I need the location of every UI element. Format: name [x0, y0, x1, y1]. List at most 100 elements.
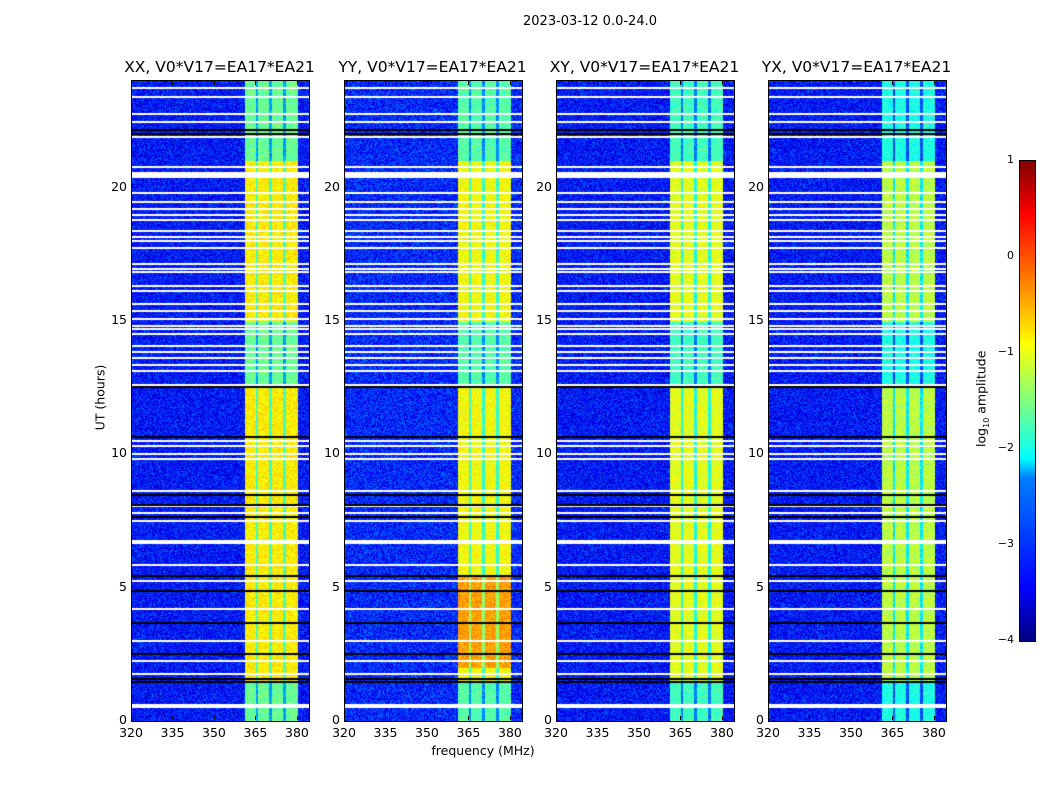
- y-axis-label: UT (hours): [92, 364, 108, 431]
- x-tick-mark: [933, 81, 935, 85]
- y-tick-label: 0: [544, 712, 552, 727]
- x-tick-mark: [213, 716, 215, 720]
- x-tick-mark: [768, 81, 769, 85]
- y-tick-label: 15: [324, 312, 340, 327]
- x-tick-mark: [385, 81, 387, 85]
- x-tick-mark: [809, 81, 811, 85]
- y-tick-label: 15: [748, 312, 764, 327]
- x-tick-mark: [892, 81, 894, 85]
- x-tick-mark: [721, 81, 723, 85]
- spectrogram-panel: [556, 80, 735, 722]
- x-tick-mark: [638, 716, 640, 720]
- spectrogram-panel: [768, 80, 947, 722]
- colorbar-tick-label: −1: [997, 345, 1014, 358]
- x-tick-mark: [172, 81, 174, 85]
- x-tick-mark: [556, 716, 557, 720]
- x-tick-mark: [426, 716, 428, 720]
- x-tick-label: 365: [456, 725, 481, 740]
- x-tick-mark: [344, 81, 345, 85]
- heatmap-canvas: [132, 81, 309, 721]
- colorbar-tick-label: −3: [997, 537, 1014, 550]
- y-tick-label: 0: [756, 712, 764, 727]
- panel-title: XY, V0*V17=EA17*EA21: [549, 58, 740, 76]
- x-tick-label: 320: [332, 725, 356, 740]
- x-tick-label: 335: [797, 725, 822, 740]
- x-tick-label: 380: [710, 725, 734, 740]
- x-tick-mark: [638, 81, 640, 85]
- x-tick-label: 365: [243, 725, 268, 740]
- spectrogram-panel: [344, 80, 523, 722]
- x-tick-mark: [131, 716, 132, 720]
- heatmap-canvas: [345, 81, 522, 721]
- x-tick-mark: [809, 716, 811, 720]
- x-tick-label: 320: [756, 725, 780, 740]
- x-tick-label: 335: [373, 725, 398, 740]
- x-tick-label: 320: [119, 725, 143, 740]
- x-tick-label: 335: [585, 725, 610, 740]
- x-tick-mark: [385, 716, 387, 720]
- x-tick-label: 380: [498, 725, 522, 740]
- panel-title: YY, V0*V17=EA17*EA21: [338, 58, 527, 76]
- x-tick-mark: [892, 716, 894, 720]
- x-tick-mark: [468, 716, 470, 720]
- x-tick-mark: [468, 81, 470, 85]
- y-tick-label: 0: [119, 712, 127, 727]
- x-tick-label: 350: [627, 725, 651, 740]
- heatmap-canvas: [769, 81, 946, 721]
- x-tick-label: 380: [922, 725, 946, 740]
- x-tick-mark: [556, 81, 557, 85]
- y-tick-label: 5: [544, 578, 552, 594]
- y-tick-label: 0: [332, 712, 340, 727]
- y-tick-label: 10: [748, 445, 764, 461]
- y-tick-label: 5: [119, 578, 127, 594]
- spectrogram-panel: [131, 80, 310, 722]
- x-tick-mark: [296, 81, 298, 85]
- x-tick-label: 365: [668, 725, 693, 740]
- y-tick-label: 20: [324, 178, 340, 194]
- x-tick-mark: [426, 81, 428, 85]
- y-tick-label: 20: [111, 178, 127, 194]
- x-tick-mark: [721, 716, 723, 720]
- x-tick-mark: [131, 81, 132, 85]
- x-tick-mark: [509, 81, 511, 85]
- x-tick-label: 350: [839, 725, 863, 740]
- y-tick-label: 10: [111, 445, 127, 461]
- x-tick-label: 350: [415, 725, 439, 740]
- y-tick-label: 5: [332, 578, 340, 594]
- x-tick-label: 335: [160, 725, 185, 740]
- y-tick-label: 20: [748, 178, 764, 194]
- x-tick-mark: [933, 716, 935, 720]
- y-tick-label: 10: [536, 445, 552, 461]
- colorbar-tick-label: 0: [1007, 249, 1014, 262]
- colorbar: [1019, 160, 1036, 642]
- x-tick-mark: [213, 81, 215, 85]
- y-tick-label: 15: [536, 312, 552, 327]
- x-tick-mark: [850, 716, 852, 720]
- y-tick-label: 10: [324, 445, 340, 461]
- panel-title: XX, V0*V17=EA17*EA21: [124, 58, 315, 76]
- colorbar-tick-label: 1: [1007, 153, 1014, 166]
- x-tick-mark: [850, 81, 852, 85]
- x-tick-mark: [680, 716, 682, 720]
- x-tick-mark: [768, 716, 769, 720]
- x-tick-mark: [597, 716, 599, 720]
- x-tick-label: 380: [285, 725, 309, 740]
- x-tick-mark: [255, 716, 257, 720]
- heatmap-canvas: [557, 81, 734, 721]
- colorbar-tick-label: −2: [997, 441, 1014, 454]
- x-tick-label: 350: [202, 725, 226, 740]
- y-tick-label: 15: [111, 312, 127, 327]
- x-tick-label: 320: [544, 725, 568, 740]
- y-tick-label: 20: [536, 178, 552, 194]
- x-tick-mark: [509, 716, 511, 720]
- x-axis-label: frequency (MHz): [431, 743, 535, 758]
- y-tick-label: 5: [756, 578, 764, 594]
- x-tick-mark: [597, 81, 599, 85]
- x-tick-mark: [680, 81, 682, 85]
- figure-title: 2023-03-12 0.0-24.0: [523, 14, 657, 29]
- x-tick-label: 365: [880, 725, 905, 740]
- x-tick-mark: [296, 716, 298, 720]
- x-tick-mark: [172, 716, 174, 720]
- colorbar-tick-label: −4: [997, 633, 1014, 646]
